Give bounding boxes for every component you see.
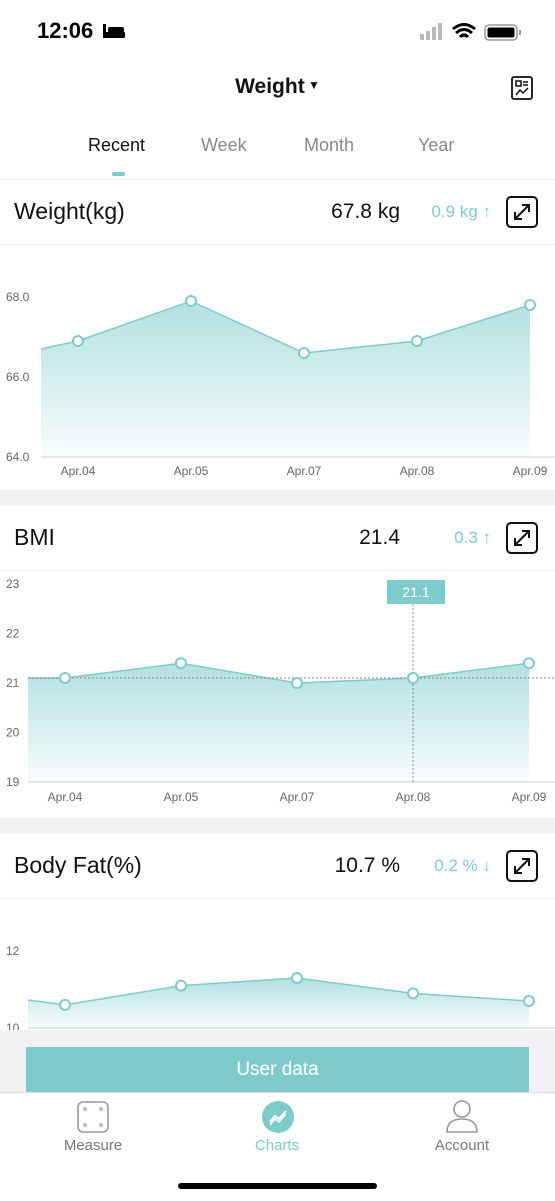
measure-icon[interactable]	[76, 1100, 110, 1134]
status-time: 12:06	[37, 18, 94, 43]
area	[41, 301, 530, 457]
tab[interactable]: Year	[418, 135, 455, 155]
expand-button[interactable]	[506, 522, 538, 554]
line	[28, 977, 530, 1006]
tooltip-label: 21.1	[402, 584, 429, 600]
separator	[0, 490, 555, 506]
point	[407, 987, 419, 1000]
card-value: 10.7 %	[334, 854, 400, 877]
point	[59, 998, 71, 1011]
nav-label[interactable]: Measure	[63, 1137, 123, 1154]
y-tick-label: 64.0	[6, 450, 30, 464]
expand-frame	[506, 522, 538, 554]
plot	[28, 977, 530, 1028]
status-icons	[420, 23, 521, 41]
card-title: Weight(kg)	[14, 198, 125, 224]
x-tick-label: Apr.07	[287, 464, 322, 478]
point	[59, 672, 71, 685]
divider	[0, 179, 555, 180]
point	[72, 335, 84, 347]
line	[41, 300, 531, 354]
nav-label[interactable]: Charts	[254, 1137, 300, 1154]
card-value: 67.8 kg	[331, 200, 400, 223]
x-tick-label: Apr.08	[396, 790, 431, 804]
account-icon[interactable]	[445, 1098, 479, 1134]
y-tick-label: 66.0	[6, 370, 30, 384]
y-tick-label: 23	[6, 577, 20, 591]
nav-label[interactable]: Account	[434, 1137, 490, 1154]
expand-frame	[506, 850, 538, 882]
tab[interactable]: Week	[201, 135, 247, 155]
header-title: Weight	[235, 75, 305, 98]
tab-indicator	[112, 172, 125, 176]
point	[407, 672, 419, 685]
x-tick-label: Apr.08	[400, 464, 435, 478]
separator	[0, 818, 555, 834]
tooltip-box	[387, 580, 445, 604]
x-tick-label: Apr.04	[48, 790, 83, 804]
point	[523, 657, 535, 670]
point	[175, 979, 187, 992]
y-tick-label: 10	[6, 1021, 20, 1030]
x-tick-label: Apr.05	[174, 464, 209, 478]
sleep-icon	[103, 24, 125, 38]
point	[291, 971, 303, 984]
expand-button[interactable]	[506, 850, 538, 882]
card-title: Body Fat(%)	[14, 852, 142, 878]
tab[interactable]: Month	[304, 135, 355, 155]
report-icon[interactable]	[510, 75, 534, 101]
plot	[41, 300, 531, 457]
card-value: 21.4	[359, 526, 400, 549]
card-title: BMI	[14, 524, 55, 550]
chart: 19 20 21 22 23 21.1 Apr.04 Apr.05 Apr.07 Apr.08 Ap…	[6, 577, 555, 804]
card-change: 0.9 kg ↑	[431, 202, 491, 221]
expand-frame	[506, 196, 538, 228]
expand-arrow	[514, 858, 530, 874]
user-data-button[interactable]: User data	[26, 1047, 529, 1092]
card-header: Body Fat(%) 10.7 % 0.2 % ↓	[0, 834, 555, 899]
y-tick-label: 21	[6, 676, 20, 690]
y-tick-label: 20	[6, 726, 20, 740]
y-tick-label: 19	[6, 775, 20, 789]
card-change: 0.2 % ↓	[434, 856, 491, 875]
header[interactable]: Weight ▼	[235, 75, 320, 98]
chart: 64.0 66.0 68.0 Apr.04 Apr.05 Apr.07 Apr.08 Apr.…	[6, 290, 555, 478]
point	[411, 335, 423, 347]
x-tick-label: Apr.07	[280, 790, 315, 804]
card-header: Weight(kg) 67.8 kg 0.9 kg ↑	[0, 180, 555, 245]
x-tick-label: Apr.09	[512, 790, 547, 804]
x-tick-label: Apr.04	[61, 464, 96, 478]
point	[175, 657, 187, 670]
point	[523, 995, 535, 1008]
card-change: 0.3 ↑	[454, 528, 491, 547]
tab[interactable]: Recent	[88, 135, 146, 155]
charts-icon[interactable]	[261, 1100, 295, 1134]
card-header: BMI 21.4 0.3 ↑	[0, 506, 555, 571]
x-tick-label: Apr.09	[513, 464, 548, 478]
point	[185, 295, 197, 307]
y-tick-label: 22	[6, 627, 20, 641]
point	[291, 677, 303, 689]
y-tick-label: 12	[6, 944, 20, 958]
y-tick-label: 68.0	[6, 290, 30, 304]
point	[298, 347, 310, 359]
home-indicator	[178, 1183, 377, 1189]
expand-arrow	[514, 204, 530, 220]
point	[524, 299, 536, 311]
plot	[28, 662, 530, 782]
expand-button[interactable]	[506, 196, 538, 228]
x-tick-label: Apr.05	[164, 790, 199, 804]
area	[28, 663, 529, 782]
expand-arrow	[514, 530, 530, 546]
